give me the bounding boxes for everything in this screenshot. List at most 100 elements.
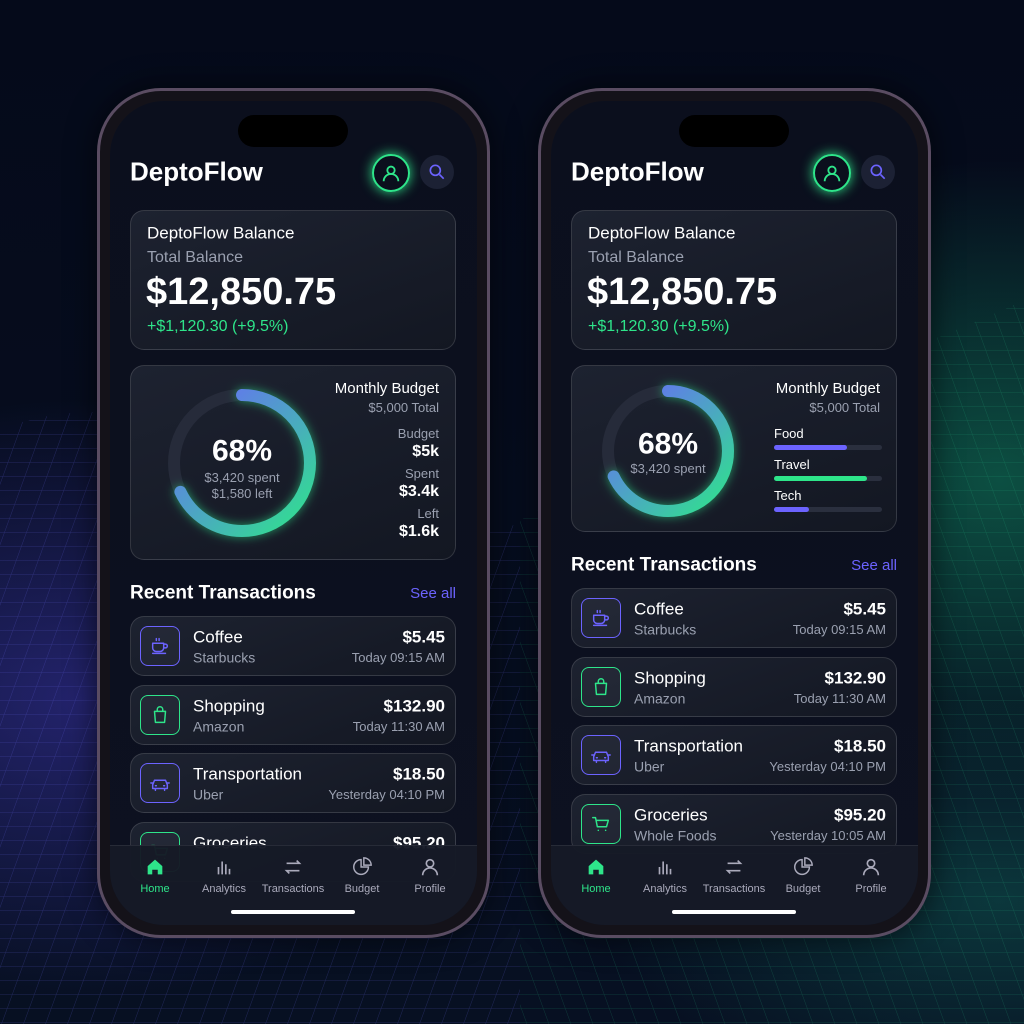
- balance-title: DeptoFlow Balance: [147, 223, 295, 243]
- transaction-merchant: Uber: [634, 758, 665, 775]
- budget-card: 68% $3,420 spent Monthly Budget $5,000 Tota…: [571, 365, 897, 532]
- phone-frame: DeptoFlow DeptoFlow Balance Total Balance $…: [97, 88, 490, 938]
- transaction-merchant: Amazon: [193, 717, 245, 734]
- search-icon: [429, 164, 445, 180]
- category-bar: [774, 476, 867, 481]
- budget-total: $5,000 Total: [368, 399, 439, 415]
- ring-left: $1,580 left: [211, 485, 273, 501]
- nav-item[interactable]: Analytics: [190, 852, 258, 902]
- transaction-time: Yesterday 04:10 PM: [328, 786, 445, 802]
- nav-icon: [588, 859, 604, 875]
- nav-item[interactable]: Home: [562, 852, 630, 902]
- dynamic-island: [679, 115, 789, 147]
- profile-button[interactable]: [372, 154, 410, 192]
- transaction-name: Transportation: [634, 736, 743, 756]
- nav-item[interactable]: Profile: [396, 852, 464, 902]
- transaction-amount: $5.45: [843, 599, 886, 619]
- transaction-merchant: Amazon: [634, 689, 686, 706]
- balance-change: +$1,120.30 (+9.5%): [588, 318, 730, 336]
- nav-icon: [862, 858, 880, 876]
- category-track: [774, 507, 882, 512]
- category-label: Tech: [774, 487, 802, 503]
- transaction-item[interactable]: Transportation Uber $18.50 Yesterday 04:10 …: [130, 753, 456, 813]
- transaction-merchant: Starbucks: [634, 621, 697, 638]
- ring-spent: $3,420 spent: [204, 469, 280, 485]
- search-button[interactable]: [420, 155, 454, 189]
- nav-item[interactable]: Analytics: [631, 852, 699, 902]
- nav-icon: [353, 857, 372, 876]
- balance-label: Total Balance: [147, 249, 244, 267]
- ring-percent: 68%: [637, 427, 699, 461]
- nav-icon: [217, 861, 231, 875]
- transaction-amount: $132.90: [824, 668, 886, 688]
- stat-label: Left: [417, 505, 439, 521]
- transactions-title: Recent Transactions: [130, 582, 316, 604]
- phone-screen: DeptoFlow DeptoFlow Balance Total Balance $…: [110, 101, 477, 925]
- nav-item[interactable]: Transactions: [700, 852, 768, 902]
- transaction-amount: $18.50: [393, 764, 445, 784]
- nav-item[interactable]: Profile: [837, 852, 905, 902]
- icon-glyph: [594, 677, 608, 695]
- nav-label: Transactions: [702, 882, 766, 895]
- transaction-name: Coffee: [193, 627, 243, 647]
- balance-label: Total Balance: [588, 249, 685, 267]
- profile-icon: [823, 165, 841, 182]
- search-icon: [870, 164, 886, 180]
- category-label: Travel: [774, 456, 810, 472]
- nav-label: Budget: [785, 882, 821, 895]
- transaction-merchant: Uber: [193, 786, 224, 803]
- nav-item[interactable]: Budget: [328, 852, 396, 902]
- transaction-item[interactable]: Coffee Starbucks $5.45 Today 09:15 AM: [130, 616, 456, 676]
- stat-value: $5k: [412, 443, 439, 461]
- phone-screen: DeptoFlow DeptoFlow Balance Total Balance $…: [551, 101, 918, 925]
- transaction-item[interactable]: Transportation Uber $18.50 Yesterday 04:10 …: [571, 725, 897, 785]
- nav-icon: [421, 858, 439, 876]
- see-all-link[interactable]: See all: [851, 556, 897, 574]
- see-all-link[interactable]: See all: [410, 584, 456, 602]
- transaction-icon: [581, 666, 621, 707]
- transaction-amount: $95.20: [834, 805, 886, 825]
- nav-icon: [725, 859, 743, 875]
- transaction-item[interactable]: Coffee Starbucks $5.45 Today 09:15 AM: [571, 588, 897, 648]
- nav-item[interactable]: Transactions: [259, 852, 327, 902]
- transaction-item[interactable]: Shopping Amazon $132.90 Today 11:30 AM: [571, 656, 897, 717]
- ring-progress: [168, 389, 316, 537]
- nav-bar: Home Analytics Transactions Budget Profile: [110, 845, 477, 925]
- stat-label: Spent: [405, 465, 439, 481]
- transaction-time: Yesterday 04:10 PM: [769, 758, 886, 774]
- transaction-name: Coffee: [634, 599, 684, 619]
- transaction-icon: [581, 735, 621, 775]
- category-track: [774, 445, 882, 450]
- budget-title: Monthly Budget: [775, 379, 880, 397]
- category-label: Food: [774, 425, 804, 441]
- nav-label: Home: [581, 882, 611, 895]
- profile-button[interactable]: [813, 154, 851, 192]
- nav-item[interactable]: Home: [121, 852, 189, 902]
- nav-icon: [147, 859, 163, 875]
- transaction-item[interactable]: Shopping Amazon $132.90 Today 11:30 AM: [130, 684, 456, 745]
- ring-spent: $3,420 spent: [630, 460, 706, 476]
- category-bar: [774, 445, 848, 450]
- transaction-icon: [581, 803, 621, 844]
- budget-total: $5,000 Total: [809, 399, 880, 415]
- stat-value: $3.4k: [398, 483, 439, 501]
- balance-amount: $12,850.75: [146, 271, 337, 314]
- transaction-icon: [581, 598, 621, 638]
- transaction-item[interactable]: Groceries Whole Foods $95.20 Yesterday 10:0…: [571, 793, 897, 854]
- transaction-time: Today 09:15 AM: [792, 621, 886, 637]
- nav-item[interactable]: Budget: [769, 852, 837, 902]
- icon-glyph: [151, 637, 169, 655]
- transaction-name: Transportation: [193, 764, 302, 784]
- nav-label: Profile: [855, 882, 887, 895]
- phone-frame: DeptoFlow DeptoFlow Balance Total Balance $…: [538, 88, 931, 938]
- search-button[interactable]: [861, 155, 895, 189]
- budget-ring: [168, 389, 316, 537]
- transaction-time: Today 11:30 AM: [352, 718, 445, 734]
- nav-icon: [794, 857, 813, 876]
- balance-card: DeptoFlow Balance Total Balance $12,850.75…: [571, 210, 897, 350]
- transaction-name: Shopping: [634, 668, 706, 688]
- balance-title: DeptoFlow Balance: [588, 223, 736, 243]
- home-indicator: [231, 910, 355, 914]
- nav-label: Home: [140, 882, 170, 895]
